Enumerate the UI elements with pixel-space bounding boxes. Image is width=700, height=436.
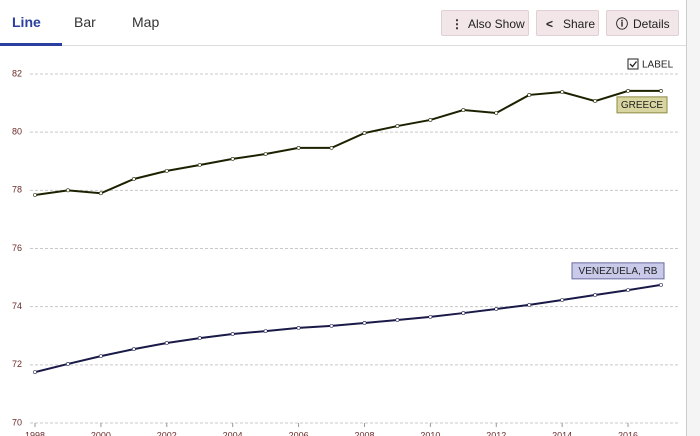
button-label: Details (633, 17, 670, 31)
point (560, 298, 565, 302)
point (494, 111, 499, 115)
point (428, 118, 433, 122)
point (494, 307, 499, 311)
point (197, 336, 202, 340)
point (296, 145, 301, 150)
series-line (34, 283, 662, 374)
also-show-button[interactable]: ⋮ Also Show (441, 10, 529, 36)
point (263, 152, 268, 156)
details-button[interactable]: ⓘ Details (606, 10, 679, 36)
point (66, 362, 70, 366)
x-tick-label: 2012 (486, 430, 506, 436)
button-label: Also Show (468, 17, 525, 31)
point (98, 354, 103, 359)
point (362, 321, 367, 325)
point (527, 303, 532, 307)
legend-label[interactable]: LABEL (642, 60, 674, 71)
point (395, 318, 400, 322)
y-tick-label: 76 (12, 243, 22, 253)
point (230, 157, 235, 161)
x-tick-label: 2000 (91, 430, 111, 436)
point (593, 99, 598, 103)
point (659, 282, 663, 287)
y-tick-label: 78 (12, 185, 22, 195)
point (230, 332, 235, 336)
point (626, 88, 630, 93)
y-tick-label: 72 (12, 359, 22, 369)
point (296, 325, 301, 330)
point (527, 93, 532, 97)
tab-line[interactable]: Line (12, 14, 41, 30)
x-tick-label: 2014 (552, 430, 572, 436)
x-tick-label: 2006 (289, 430, 309, 436)
point (461, 311, 466, 315)
y-tick-label: 80 (12, 127, 22, 137)
x-tick-label: 1998 (25, 430, 45, 436)
point (164, 168, 169, 173)
top-bar: Line Bar Map ⋮ Also Show < Share ⓘ Details (0, 0, 688, 46)
point (197, 163, 202, 167)
series-label: VENEZUELA, RB (579, 266, 658, 277)
series-label: GREECE (621, 100, 664, 111)
point (395, 124, 400, 128)
x-tick-label: 2002 (157, 430, 177, 436)
point (626, 288, 630, 292)
legend-checkbox[interactable] (627, 58, 639, 70)
point (560, 90, 565, 94)
series-label-box (616, 96, 668, 114)
button-label: Share (563, 17, 596, 31)
point (428, 314, 433, 319)
point (98, 191, 103, 196)
checkmark (629, 61, 638, 68)
tab-bar[interactable]: Bar (74, 14, 96, 30)
chart: LABEL 70 72 74 76 78 80 82 1998 2000 2002 2004 2006… (12, 58, 680, 436)
x-tick-label: 2008 (354, 430, 374, 436)
tab-map[interactable]: Map (132, 14, 160, 30)
point (329, 323, 334, 328)
y-tick-label: 82 (12, 68, 22, 78)
y-tick-label: 70 (12, 417, 22, 427)
point (593, 293, 598, 297)
point (362, 131, 367, 135)
point (33, 370, 37, 375)
point (329, 145, 334, 150)
point (33, 193, 37, 197)
series-label-box (571, 262, 665, 280)
point (461, 108, 466, 112)
point (131, 347, 136, 352)
series-line (34, 89, 661, 196)
point (164, 341, 169, 345)
scrollbar (686, 0, 700, 436)
share-button[interactable]: < Share (536, 10, 599, 36)
x-tick-label: 2010 (420, 430, 440, 436)
tab-underline (0, 43, 62, 46)
y-tick-label: 74 (12, 301, 22, 311)
point (131, 177, 136, 181)
point (659, 88, 663, 93)
x-tick-label: 2016 (618, 430, 638, 436)
point (263, 329, 268, 333)
point (66, 188, 70, 193)
x-tick-label: 2004 (223, 430, 243, 436)
